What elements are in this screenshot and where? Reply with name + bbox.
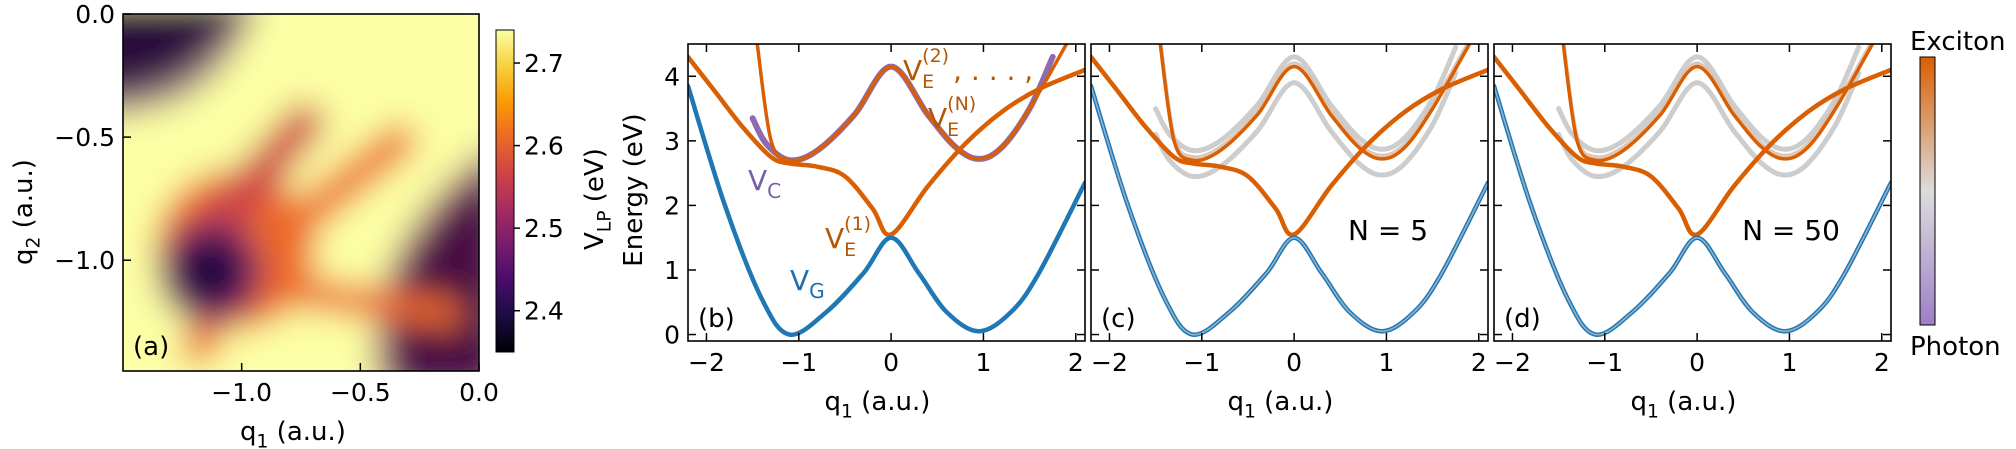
panel-a-ytick-label: 0.0 [75,0,115,29]
annotation-v-en: VE(N) [928,93,976,141]
series-ground-overlay [1494,85,1891,336]
legend-top-label: Exciton [1910,27,2005,57]
colorbar-tick-label: 2.5 [524,214,564,243]
xtick-label: 0 [883,348,899,377]
xlabel: q1 (a.u.) [825,387,931,422]
series-ghost-upper [1153,44,1459,154]
xtick-label: −2 [1091,348,1128,377]
xtick-label: −2 [688,348,725,377]
series-ghost-mid [1561,44,1874,160]
panel-a-xtick-label: −1.0 [211,378,272,407]
panel-c: −2 −1 0 1 2 q1 (a.u.) (c) N = 5 [1090,43,1489,422]
panel-a-xlabel: q1 (a.u.) [240,417,346,449]
xtick-label: 2 [1471,348,1487,377]
exciton-photon-legend: Exciton Photon [1910,27,2005,362]
ytick-label: 0 [664,321,680,350]
series-ground [1091,83,1488,337]
series-v-e2 [755,44,1069,163]
series-v-e1 [688,54,1085,238]
panel-a-ytick-label: −1.0 [54,246,115,275]
series-exciton-lower [1091,54,1488,238]
ytick-label: 3 [664,127,680,156]
panel-a-ytick-label: −0.5 [54,123,115,152]
xlabel: q1 (a.u.) [1631,387,1737,422]
xtick-label: 1 [1781,348,1797,377]
xtick-label: 2 [1068,348,1084,377]
panel-a-xtick-label: 0.0 [459,378,499,407]
panel-a: −1.0 −0.5 0.0 0.0 −0.5 −1.0 q1 (a.u.) q2 (a.u.)… [9,0,615,449]
annotation-v-c: VC [748,164,781,203]
panel-label: (c) [1101,304,1136,334]
ytick-label: 4 [664,62,680,91]
plot-area [688,44,1085,337]
n-label: N = 50 [1742,214,1840,247]
ylabel: Energy (eV) [619,113,649,266]
panel-a-label: (a) [133,332,169,362]
series-exciton-lower [1494,54,1891,238]
xlabel: q1 (a.u.) [1228,387,1334,422]
series-ground-overlay [1091,85,1488,336]
axes-frame [1090,43,1489,342]
colorbar-tick-label: 2.4 [524,297,564,326]
xtick-label: 1 [1378,348,1394,377]
xtick-label: 1 [975,348,991,377]
series-exciton-upper [1561,44,1875,163]
series-ground [1494,83,1891,337]
xtick-label: −1 [1586,348,1623,377]
annotation-v-e2: VE(2), . . . , [903,45,1033,93]
colorbar-label: VLP (eV) [580,148,615,250]
axes-frame [1493,43,1892,342]
colorbar-tick-label: 2.6 [524,132,564,161]
panel-a-ylabel: q2 (a.u.) [9,159,44,265]
colorbar: 2.7 2.6 2.5 2.4 VLP (eV) [495,29,615,353]
legend-bottom-label: Photon [1910,332,2001,362]
panel-label: (d) [1504,304,1541,334]
xtick-label: −1 [1183,348,1220,377]
series-ghost-lower [1556,70,1862,180]
plot-area [1091,44,1488,337]
plot-area [1494,44,1891,337]
ytick-label: 2 [664,191,680,220]
xtick-label: 0 [1689,348,1705,377]
xtick-label: −1 [780,348,817,377]
panel-a-xtick-label: −0.5 [330,378,391,407]
annotation-v-g: VG [790,264,825,303]
colorbar-gradient [495,29,515,353]
series-exciton-upper [1158,44,1472,163]
xtick-label: 2 [1874,348,1890,377]
panel-d: −2 −1 0 1 2 q1 (a.u.) (d) N = 50 [1493,43,1892,422]
xtick-label: −2 [1494,348,1531,377]
annotation-v-e1: VE(1) [825,213,871,261]
ytick-label: 1 [664,256,680,285]
series-ghost-lower [1153,70,1459,180]
panel-label: (b) [698,304,735,334]
panel-a-axes: −1.0 −0.5 0.0 0.0 −0.5 −1.0 q1 (a.u.) q2 (a.u.) [9,0,499,449]
legend-gradient-bar [1919,56,1936,326]
series-ghost-upper [1556,44,1862,154]
colorbar-tick-label: 2.7 [524,49,564,78]
axes-frame [687,43,1086,342]
series-v-g [688,83,1085,337]
xtick-label: 0 [1286,348,1302,377]
series-ghost-mid [1158,44,1471,160]
n-label: N = 5 [1348,214,1428,247]
